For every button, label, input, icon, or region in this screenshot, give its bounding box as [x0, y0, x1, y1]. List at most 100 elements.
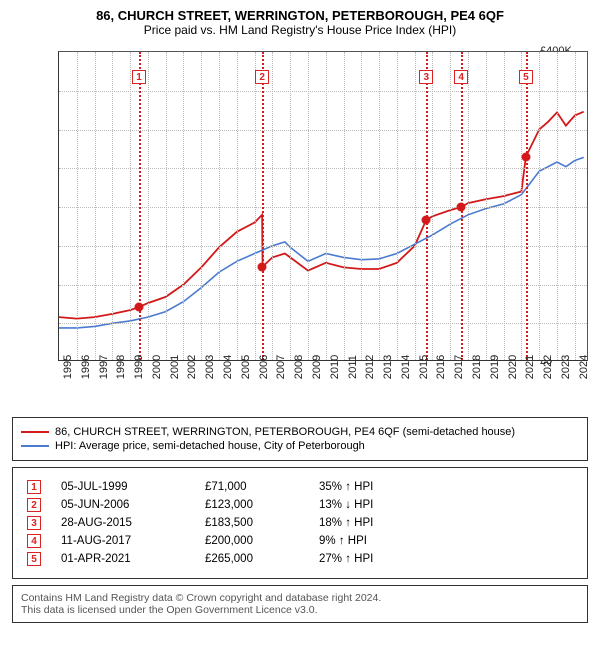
x-tick-label: 2017 [453, 355, 465, 379]
x-tick-label: 2020 [507, 355, 519, 379]
x-tick-label: 2004 [222, 355, 234, 379]
transaction-marker-number: 3 [419, 70, 433, 84]
transaction-row-price: £200,000 [205, 535, 315, 547]
gridline-v [361, 52, 362, 360]
transaction-marker-line [426, 52, 428, 360]
x-tick-label: 2006 [258, 355, 270, 379]
x-tick-label: 2009 [311, 355, 323, 379]
transaction-row-price: £123,000 [205, 499, 315, 511]
x-tick-label: 2001 [169, 355, 181, 379]
transaction-marker-number: 5 [519, 70, 533, 84]
legend-item: HPI: Average price, semi-detached house,… [21, 440, 579, 452]
transaction-marker-number: 4 [454, 70, 468, 84]
x-tick-label: 2011 [347, 355, 359, 379]
legend-label: 86, CHURCH STREET, WERRINGTON, PETERBORO… [55, 426, 515, 438]
transaction-row-hpi-delta: 27% ↑ HPI [319, 553, 409, 565]
x-tick-label: 2003 [204, 355, 216, 379]
x-tick-label: 1995 [62, 355, 74, 379]
gridline-v [415, 52, 416, 360]
gridline-v [255, 52, 256, 360]
footer-line-1: Contains HM Land Registry data © Crown c… [21, 592, 579, 604]
gridline-v [130, 52, 131, 360]
x-tick-label: 2000 [151, 355, 163, 379]
legend-label: HPI: Average price, semi-detached house,… [55, 440, 365, 452]
x-tick-label: 2005 [240, 355, 252, 379]
x-tick-label: 2023 [560, 355, 572, 379]
gridline-v [290, 52, 291, 360]
gridline-v [486, 52, 487, 360]
gridline-v [504, 52, 505, 360]
transaction-row-date: 01-APR-2021 [61, 553, 201, 565]
transaction-marker-line [262, 52, 264, 360]
gridline-v [397, 52, 398, 360]
chart-container: £0£50K£100K£150K£200K£250K£300K£350K£400… [8, 45, 592, 405]
transaction-row-price: £71,000 [205, 481, 315, 493]
gridline-v [468, 52, 469, 360]
transaction-marker-line [139, 52, 141, 360]
transaction-row-hpi-delta: 18% ↑ HPI [319, 517, 409, 529]
gridline-v [183, 52, 184, 360]
transaction-row: 3 28-AUG-2015 £183,500 18% ↑ HPI [21, 516, 579, 530]
page-subtitle: Price paid vs. HM Land Registry's House … [8, 23, 592, 37]
gridline-v [326, 52, 327, 360]
x-tick-label: 2024 [578, 355, 590, 379]
transaction-row: 411-AUG-2017£200,0009% ↑ HPI [21, 534, 579, 548]
gridline-v [77, 52, 78, 360]
x-tick-label: 2018 [471, 355, 483, 379]
transaction-table: 105-JUL-1999£71,00035% ↑ HPI205-JUN-2006… [12, 467, 588, 579]
x-tick-label: 2007 [275, 355, 287, 379]
attribution-footer: Contains HM Land Registry data © Crown c… [12, 585, 588, 623]
transaction-row-date: 28-AUG-2015 [61, 517, 201, 529]
transaction-row: 5 01-APR-2021 £265,000 27% ↑ HPI [21, 552, 579, 566]
gridline-v [308, 52, 309, 360]
x-tick-label: 2021 [524, 355, 536, 379]
page-title: 86, CHURCH STREET, WERRINGTON, PETERBORO… [8, 8, 592, 23]
transaction-row-hpi-delta: 13% ↓ HPI [319, 499, 409, 511]
plot-area: 1 2 3 4 5 [58, 51, 588, 361]
transaction-row: 205-JUN-2006£123,00013% ↓ HPI [21, 498, 579, 512]
transaction-point-dot [457, 203, 466, 212]
gridline-v [148, 52, 149, 360]
x-tick-label: 2013 [382, 355, 394, 379]
gridline-v [521, 52, 522, 360]
transaction-point-dot [258, 262, 267, 271]
gridline-v [219, 52, 220, 360]
legend-swatch [21, 445, 49, 447]
x-tick-label: 2022 [542, 355, 554, 379]
transaction-row-date: 11-AUG-2017 [61, 535, 201, 547]
x-tick-label: 1999 [133, 355, 145, 379]
gridline-v [557, 52, 558, 360]
transaction-row-number: 3 [27, 516, 41, 530]
legend-item: 86, CHURCH STREET, WERRINGTON, PETERBORO… [21, 426, 579, 438]
transaction-row-date: 05-JUL-1999 [61, 481, 201, 493]
gridline-v [344, 52, 345, 360]
x-tick-label: 2016 [435, 355, 447, 379]
transaction-marker-number: 1 [132, 70, 146, 84]
gridline-v [450, 52, 451, 360]
gridline-v [237, 52, 238, 360]
transaction-marker-number: 2 [255, 70, 269, 84]
transaction-row-price: £265,000 [205, 553, 315, 565]
transaction-row-number: 1 [27, 480, 41, 494]
x-tick-label: 1997 [98, 355, 110, 379]
x-tick-label: 2019 [489, 355, 501, 379]
x-tick-label: 2010 [329, 355, 341, 379]
transaction-row-hpi-delta: 9% ↑ HPI [319, 535, 409, 547]
gridline-v [272, 52, 273, 360]
transaction-row-price: £183,500 [205, 517, 315, 529]
legend-swatch [21, 431, 49, 433]
gridline-v [379, 52, 380, 360]
gridline-v [432, 52, 433, 360]
transaction-row-number: 5 [27, 552, 41, 566]
transaction-row-hpi-delta: 35% ↑ HPI [319, 481, 409, 493]
series-line [59, 112, 584, 319]
transaction-point-dot [135, 302, 144, 311]
gridline-v [539, 52, 540, 360]
transaction-marker-line [526, 52, 528, 360]
x-tick-label: 2002 [186, 355, 198, 379]
gridline-v [166, 52, 167, 360]
x-tick-label: 2015 [418, 355, 430, 379]
transaction-row-number: 2 [27, 498, 41, 512]
transaction-point-dot [521, 152, 530, 161]
x-tick-label: 2012 [364, 355, 376, 379]
